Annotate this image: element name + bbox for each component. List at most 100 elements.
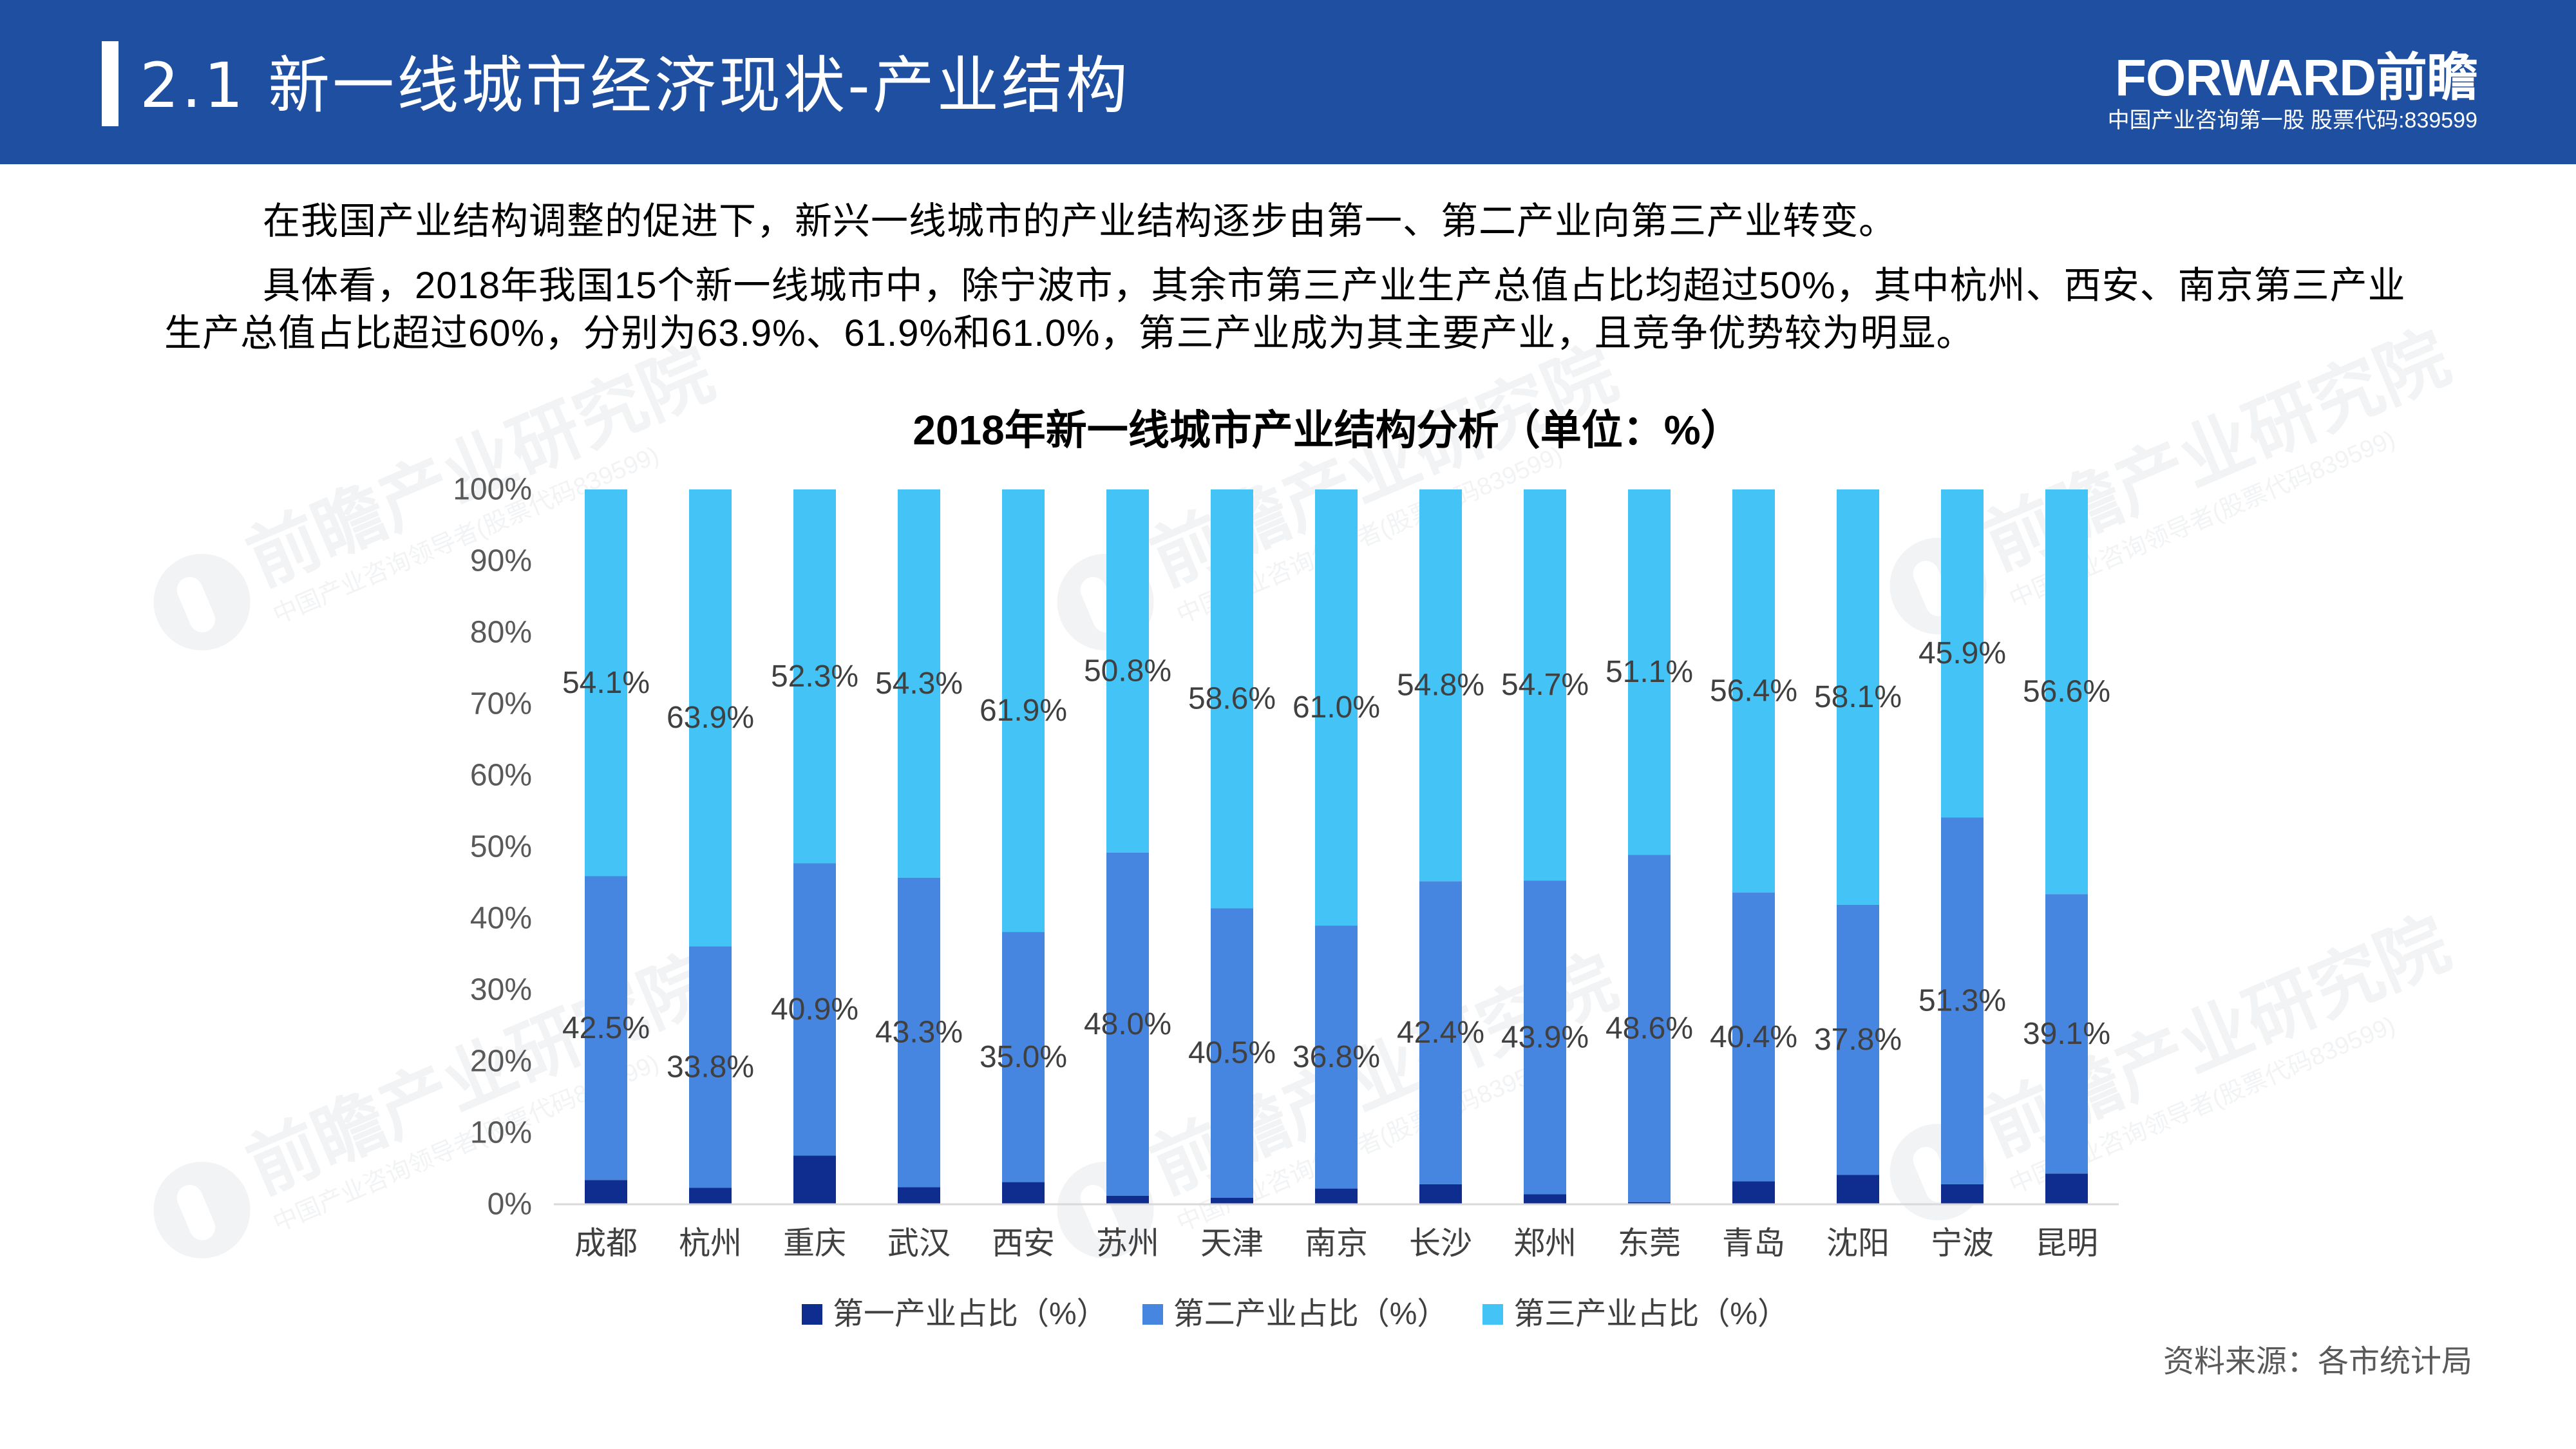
bar-series-1-category-7: [1211, 1198, 1253, 1204]
bar-series-2-category-12: [1732, 893, 1775, 1182]
bar-series-1-category-1: [585, 1180, 627, 1204]
bar-series-2-category-14: [1941, 817, 1984, 1184]
y-tick-label: 50%: [470, 830, 532, 864]
x-tick-label: 重庆: [783, 1226, 846, 1261]
bar-series-1-category-3: [793, 1155, 836, 1204]
legend-swatch-tertiary-industry: [1482, 1304, 1504, 1325]
page-title: 2.1 新一线城市经济现状-产业结构: [140, 50, 1130, 122]
data-label-series-3-category-4: 54.3%: [875, 667, 963, 701]
bar-series-1-category-11: [1628, 1202, 1671, 1204]
bar-series-2-category-10: [1524, 880, 1566, 1195]
data-label-series-2-category-11: 48.6%: [1605, 1011, 1693, 1045]
data-label-series-2-category-10: 43.9%: [1501, 1020, 1589, 1054]
bar-series-2-category-9: [1419, 881, 1462, 1184]
data-label-series-3-category-5: 61.9%: [980, 694, 1067, 728]
brand-logo: FORWARD前瞻 中国产业咨询第一股 股票代码:839599: [2108, 49, 2478, 134]
bar-series-1-category-13: [1837, 1175, 1879, 1204]
x-tick-label: 西安: [992, 1226, 1055, 1261]
bar-series-2-category-11: [1628, 855, 1671, 1202]
legend-item-tertiary-industry: 第三产业占比（%）: [1482, 1294, 1788, 1335]
y-tick-label: 0%: [488, 1188, 532, 1222]
bar-series-3-category-6: [1106, 489, 1149, 853]
y-tick-label: 20%: [470, 1045, 532, 1079]
data-label-series-2-category-4: 43.3%: [875, 1016, 963, 1050]
intro-line: 在我国产业结构调整的促进下，新兴一线城市的产业结构逐步由第一、第二产业向第三产业…: [263, 200, 1897, 242]
bar-series-2-category-13: [1837, 904, 1879, 1175]
data-label-series-2-category-14: 51.3%: [1918, 984, 2006, 1018]
x-tick-label: 南京: [1305, 1226, 1368, 1261]
bar-series-3-category-12: [1732, 489, 1775, 893]
x-axis: 成都 杭州 重庆 武汉 西安 苏州 天津 南京 长沙 郑州 东莞 青岛 沈阳 宁波 昆明: [574, 1226, 2098, 1261]
data-label-series-2-category-15: 39.1%: [2023, 1017, 2110, 1051]
legend-label: 第二产业占比（%）: [1173, 1297, 1448, 1331]
bar-series-1-category-15: [2045, 1173, 2088, 1204]
bar-series-2-category-5: [1002, 932, 1045, 1182]
data-label-series-2-category-6: 48.0%: [1084, 1007, 1171, 1041]
data-label-series-3-category-14: 45.9%: [1918, 636, 2006, 670]
x-tick-label: 成都: [574, 1226, 638, 1261]
data-label-series-3-category-9: 54.8%: [1397, 668, 1484, 703]
data-label-series-2-category-5: 35.0%: [980, 1040, 1067, 1074]
x-tick-label: 天津: [1200, 1226, 1264, 1261]
bar-series-3-category-8: [1315, 489, 1358, 926]
bar-series-3-category-1: [585, 489, 627, 876]
legend-label: 第三产业占比（%）: [1513, 1297, 1789, 1331]
x-tick-label: 长沙: [1409, 1226, 1472, 1261]
data-label-series-3-category-15: 56.6%: [2023, 675, 2110, 709]
y-axis: 0% 10% 20% 30% 40% 50% 60% 70% 80% 90% 100%: [453, 473, 532, 1222]
data-label-series-2-category-7: 40.5%: [1188, 1036, 1276, 1070]
bar-series-3-category-4: [898, 489, 940, 878]
legend-swatch-primary-industry: [802, 1304, 822, 1325]
legend-item-secondary-industry: 第二产业占比（%）: [1142, 1294, 1448, 1335]
data-label-series-3-category-12: 56.4%: [1710, 674, 1797, 708]
x-tick-label: 武汉: [887, 1226, 951, 1261]
data-label-series-3-category-10: 54.7%: [1501, 668, 1589, 702]
y-tick-label: 70%: [470, 687, 532, 721]
intro-paragraph: 在我国产业结构调整的促进下，新兴一线城市的产业结构逐步由第一、第二产业向第三产业…: [164, 198, 2406, 245]
y-tick-label: 90%: [470, 544, 532, 578]
header-band: 2.1 新一线城市经济现状-产业结构 FORWARD前瞻 中国产业咨询第一股 股…: [0, 0, 2576, 164]
bar-series-2-category-4: [898, 877, 940, 1188]
bar-series-3-category-10: [1524, 489, 1566, 881]
intro-line: 具体看，2018年我国15个新一线城市中，除宁波市，其余市第三产业生产总值占比均…: [263, 265, 2406, 307]
intro-paragraph: 具体看，2018年我国15个新一线城市中，除宁波市，其余市第三产业生产总值占比均…: [164, 262, 2406, 357]
data-label-series-2-category-8: 36.8%: [1293, 1040, 1380, 1074]
bar-series-3-category-9: [1419, 489, 1462, 882]
data-source-note: 资料来源：各市统计局: [2163, 1345, 2472, 1379]
data-label-series-3-category-11: 51.1%: [1605, 655, 1693, 689]
bar-series-2-category-3: [793, 863, 836, 1156]
legend-label: 第一产业占比（%）: [833, 1297, 1108, 1331]
legend-swatch-secondary-industry: [1142, 1304, 1163, 1325]
x-tick-label: 苏州: [1096, 1226, 1159, 1261]
y-tick-label: 60%: [470, 759, 532, 793]
bar-series-2-category-1: [585, 876, 627, 1180]
data-label-series-2-category-1: 42.5%: [562, 1011, 650, 1045]
data-label-series-3-category-7: 58.6%: [1188, 682, 1276, 716]
data-label-series-3-category-8: 61.0%: [1293, 690, 1380, 724]
bars: [585, 489, 2088, 1204]
data-labels: 42.5% 54.1% 33.8% 63.9% 40.9% 52.3% 43.3% 54.3%…: [562, 636, 2110, 1084]
bar-series-1-category-9: [1419, 1184, 1462, 1204]
y-tick-label: 10%: [470, 1116, 532, 1150]
bar-series-1-category-8: [1315, 1188, 1358, 1204]
bar-series-2-category-2: [689, 946, 732, 1188]
data-label-series-2-category-3: 40.9%: [771, 992, 858, 1027]
bar-series-3-category-3: [793, 489, 836, 864]
x-tick-label: 东莞: [1618, 1226, 1681, 1261]
x-tick-label: 郑州: [1513, 1226, 1577, 1261]
x-tick-label: 沈阳: [1826, 1226, 1889, 1261]
bar-series-3-category-7: [1211, 489, 1253, 909]
y-tick-label: 100%: [453, 473, 532, 507]
x-tick-label: 杭州: [679, 1226, 742, 1261]
bar-series-3-category-13: [1837, 489, 1879, 905]
x-tick-label: 宁波: [1931, 1226, 1994, 1261]
bar-series-3-category-15: [2045, 489, 2088, 895]
data-label-series-3-category-6: 50.8%: [1084, 654, 1171, 688]
bar-series-1-category-2: [689, 1188, 732, 1204]
legend-item-primary-industry: 第一产业占比（%）: [802, 1294, 1108, 1335]
bar-series-1-category-4: [898, 1187, 940, 1204]
intro-text: 在我国产业结构调整的促进下，新兴一线城市的产业结构逐步由第一、第二产业向第三产业…: [164, 198, 2406, 357]
chart-title: 2018年新一线城市产业结构分析（单位：%）: [913, 407, 1742, 453]
chart-legend: 第一产业占比（%） 第二产业占比（%） 第三产业占比（%）: [802, 1294, 1788, 1335]
